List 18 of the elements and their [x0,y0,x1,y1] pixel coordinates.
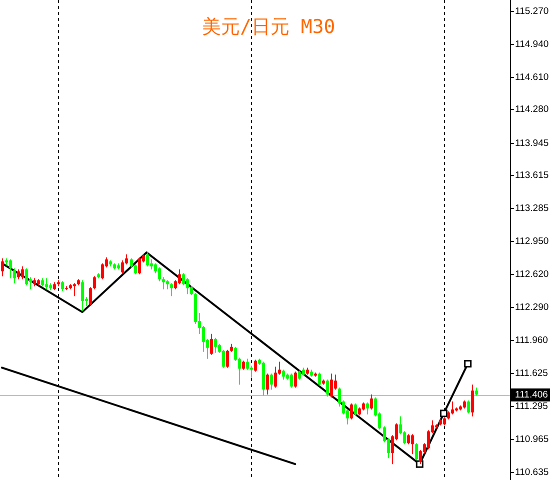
y-tick-label: 114.610 [515,72,549,83]
y-tick-label: 113.615 [515,170,549,181]
y-tick-label: 112.290 [515,302,549,313]
y-tick-label: 114.940 [515,39,549,50]
y-tick-label: 110.965 [515,434,549,445]
y-tick-label: 113.285 [515,203,549,214]
y-tick-label: 111.625 [515,368,548,379]
y-tick-label: 110.635 [515,467,549,478]
ref-line-label: 111.406 [515,389,548,400]
y-tick-label: 111.960 [515,335,548,346]
y-tick-label: 111.295 [515,401,548,412]
ref-line-label: 111.406 [511,388,550,402]
y-tick-label: 113.945 [515,138,549,149]
title: 美元/日元 M30 [202,16,336,38]
y-tick-label: 112.620 [515,269,549,280]
y-tick-label: 114.280 [515,104,549,115]
y-tick-label: 112.950 [515,236,549,247]
y-tick-label: 115.270 [515,6,549,17]
